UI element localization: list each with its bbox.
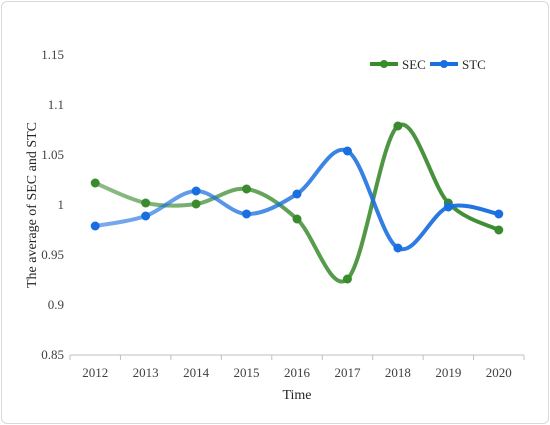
x-tick-label: 2014	[183, 365, 210, 380]
y-tick-label: 0.85	[41, 347, 64, 362]
x-tick-label: 2013	[133, 365, 159, 380]
legend-marker-stc	[440, 60, 448, 68]
x-axis-ticks: 2012 2013 2014 2015 2016 2017 2018 2019 2020	[69, 355, 525, 380]
y-tick-label: 1.1	[48, 97, 64, 112]
data-point-stc	[292, 189, 302, 199]
data-point-sec	[342, 274, 352, 284]
x-tick-label: 2019	[435, 365, 461, 380]
y-axis-title: The average of SEC and STC	[25, 122, 40, 288]
y-tick-label: 0.95	[41, 247, 64, 262]
data-point-sec	[242, 184, 252, 194]
legend-label-sec: SEC	[402, 57, 426, 72]
x-tick-label: 2015	[234, 365, 260, 380]
y-tick-label: 0.9	[48, 297, 64, 312]
data-point-sec	[141, 198, 151, 208]
x-tick-label: 2020	[486, 365, 512, 380]
y-axis-ticks: 0.85 0.9 0.95 1 1.05 1.1 1.15	[41, 47, 64, 362]
y-tick-label: 1.05	[41, 147, 64, 162]
data-point-stc	[443, 202, 453, 212]
data-point-sec	[393, 121, 403, 131]
x-tick-label: 2017	[334, 365, 361, 380]
data-point-stc	[90, 221, 100, 231]
data-point-sec	[494, 225, 504, 235]
data-point-stc	[342, 146, 352, 156]
data-point-sec	[292, 214, 302, 224]
x-axis-title: Time	[282, 388, 311, 403]
data-point-stc	[242, 209, 252, 219]
series-group	[90, 121, 504, 284]
legend-marker-sec	[380, 60, 388, 68]
data-point-sec	[90, 178, 100, 188]
data-point-stc	[141, 211, 151, 221]
data-point-sec	[191, 199, 201, 209]
series-line-stc	[93, 147, 501, 252]
x-tick-label: 2016	[284, 365, 311, 380]
y-tick-label: 1.15	[41, 47, 64, 62]
data-point-stc	[494, 209, 504, 219]
x-tick-label: 2012	[82, 365, 108, 380]
x-tick-label: 2018	[385, 365, 411, 380]
data-point-stc	[393, 243, 403, 253]
legend-label-stc: STC	[462, 57, 486, 72]
y-tick-label: 1	[58, 197, 65, 212]
data-point-stc	[191, 186, 201, 196]
series-line-sec	[93, 122, 501, 284]
legend: SEC STC	[370, 57, 486, 72]
